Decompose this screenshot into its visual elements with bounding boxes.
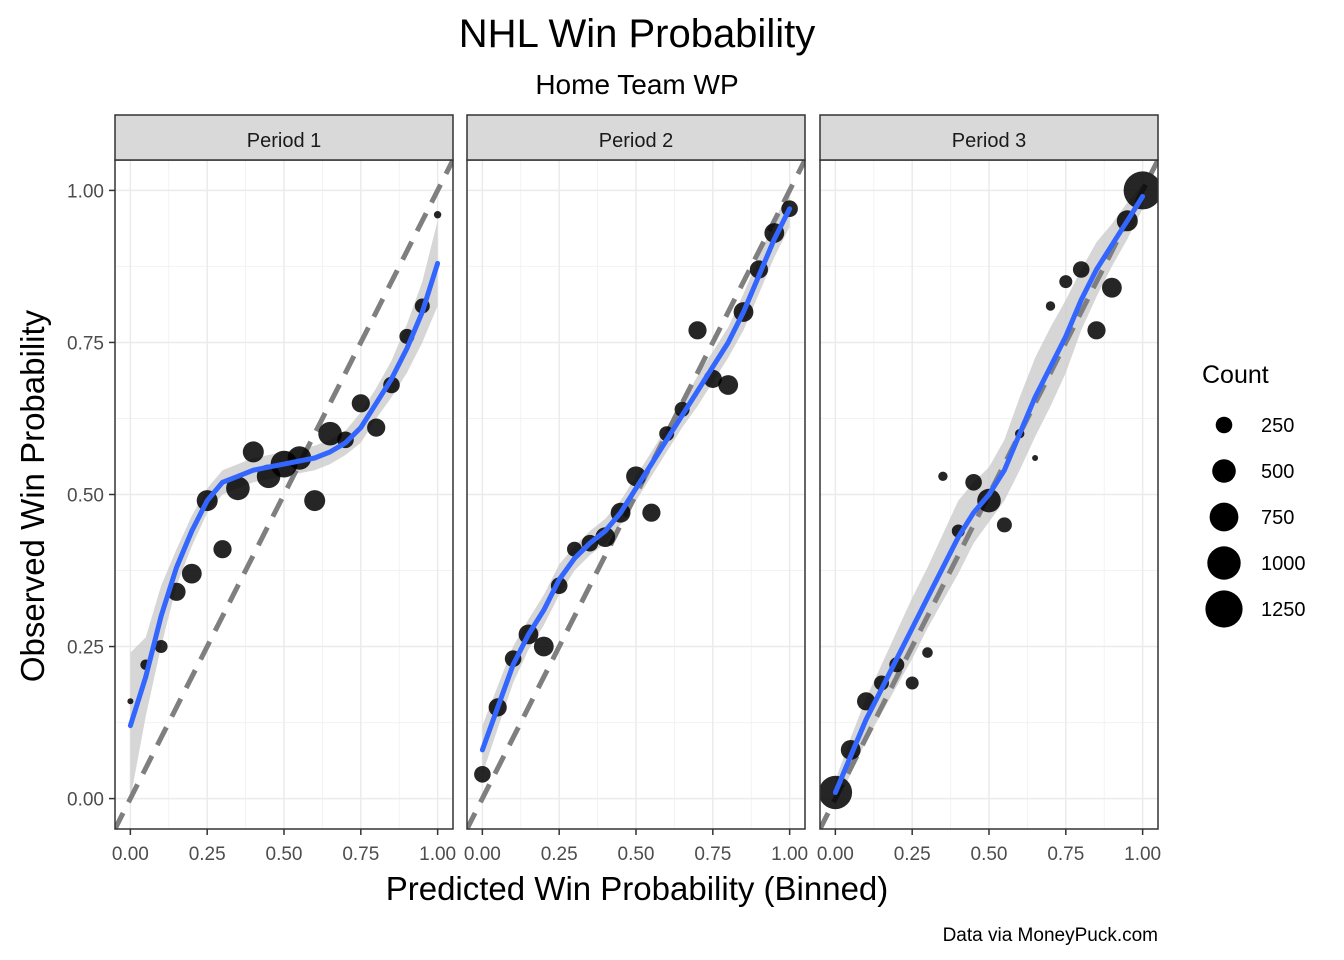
panel-layers bbox=[820, 160, 1158, 829]
chart-title: NHL Win Probability bbox=[459, 12, 815, 56]
x-tick-label: 0.25 bbox=[189, 844, 226, 865]
legend-key bbox=[1209, 502, 1239, 532]
data-point bbox=[977, 488, 1001, 513]
legend-key bbox=[1215, 416, 1233, 434]
facet-strip bbox=[466, 114, 806, 161]
legend-key bbox=[1205, 590, 1243, 628]
y-tick-label: 0.25 bbox=[67, 638, 104, 659]
data-point bbox=[1045, 301, 1056, 311]
facet-strip-label: Period 3 bbox=[952, 130, 1027, 152]
x-tick-label: 0.00 bbox=[464, 844, 501, 865]
data-point bbox=[688, 321, 707, 340]
panel-3: Period 3 bbox=[819, 114, 1159, 830]
y-axis-label: Observed Win Probability bbox=[14, 309, 51, 682]
legend-key bbox=[1207, 546, 1241, 580]
panel-2: Period 2 bbox=[466, 114, 806, 830]
data-point bbox=[127, 698, 134, 705]
data-point bbox=[965, 474, 982, 491]
x-tick-label: 0.00 bbox=[817, 844, 854, 865]
smooth-line bbox=[127, 260, 441, 729]
panel-layers bbox=[467, 160, 805, 829]
legend-label: 250 bbox=[1261, 415, 1294, 437]
facet-strip-label: Period 2 bbox=[599, 130, 674, 152]
smooth-line bbox=[832, 194, 1146, 795]
caption: Data via MoneyPuck.com bbox=[943, 925, 1158, 946]
x-axis-label: Predicted Win Probability (Binned) bbox=[386, 870, 889, 907]
data-point bbox=[905, 676, 919, 690]
data-point bbox=[367, 418, 386, 437]
data-point bbox=[718, 375, 739, 395]
data-point bbox=[304, 490, 326, 512]
data-point bbox=[226, 476, 250, 501]
facet-strip bbox=[114, 114, 454, 161]
reference-line bbox=[467, 160, 805, 829]
data-point bbox=[1059, 275, 1073, 289]
data-point bbox=[154, 640, 168, 653]
x-tick-label: 0.25 bbox=[894, 844, 931, 865]
y-axis: 0.00 0.25 0.50 0.75 1.00 bbox=[67, 181, 115, 811]
data-point bbox=[642, 503, 661, 522]
x-tick-label: 0.75 bbox=[694, 844, 731, 865]
data-point bbox=[351, 394, 370, 413]
data-point bbox=[318, 421, 342, 446]
x-tick-label: 0.75 bbox=[1047, 844, 1084, 865]
x-tick-label: 0.50 bbox=[266, 844, 303, 865]
data-point bbox=[533, 636, 554, 657]
y-tick-label: 0.75 bbox=[67, 333, 104, 354]
reference-line bbox=[820, 160, 1158, 829]
x-axis: 0.00 0.25 0.50 0.75 1.00 0.00 0.25 0.50 0.75 1.00… bbox=[112, 829, 1161, 865]
data-point bbox=[922, 647, 933, 658]
legend: Count 250 500 750 1000 1250 bbox=[1202, 361, 1306, 628]
y-tick-label: 0.50 bbox=[67, 486, 104, 507]
x-tick-label: 0.50 bbox=[971, 844, 1008, 865]
facet-strip bbox=[819, 114, 1159, 161]
data-point bbox=[242, 441, 264, 463]
y-tick-label: 1.00 bbox=[67, 181, 104, 202]
data-point bbox=[1032, 455, 1039, 461]
facet-panels: Period 1 Period 2 Period 3 bbox=[114, 114, 1159, 830]
data-point bbox=[433, 211, 442, 219]
facet-strip-label: Period 1 bbox=[247, 130, 322, 152]
x-tick-label: 0.75 bbox=[342, 844, 379, 865]
x-tick-label: 1.00 bbox=[1124, 844, 1161, 865]
data-point bbox=[213, 540, 232, 559]
data-point bbox=[1123, 171, 1158, 210]
x-tick-label: 0.25 bbox=[541, 844, 578, 865]
data-point bbox=[996, 517, 1012, 533]
data-point bbox=[1072, 261, 1090, 278]
legend-label: 750 bbox=[1261, 507, 1294, 529]
data-point bbox=[181, 563, 202, 584]
data-point bbox=[1102, 277, 1122, 298]
panel-1: Period 1 bbox=[114, 114, 454, 830]
y-tick-label: 0.00 bbox=[67, 790, 104, 811]
legend-title: Count bbox=[1202, 361, 1269, 389]
x-tick-label: 1.00 bbox=[419, 844, 456, 865]
legend-label: 1000 bbox=[1261, 553, 1306, 575]
x-tick-label: 1.00 bbox=[771, 844, 808, 865]
reference-line bbox=[115, 160, 453, 829]
data-point bbox=[1087, 321, 1106, 340]
data-point bbox=[474, 766, 491, 783]
x-tick-label: 0.50 bbox=[618, 844, 655, 865]
chart-subtitle: Home Team WP bbox=[535, 69, 738, 100]
x-tick-label: 0.00 bbox=[112, 844, 149, 865]
smooth-line bbox=[479, 206, 793, 753]
data-point bbox=[938, 471, 948, 481]
legend-key bbox=[1212, 459, 1236, 483]
panel-layers bbox=[115, 160, 453, 829]
legend-label: 1250 bbox=[1261, 599, 1306, 621]
legend-label: 500 bbox=[1261, 461, 1294, 483]
